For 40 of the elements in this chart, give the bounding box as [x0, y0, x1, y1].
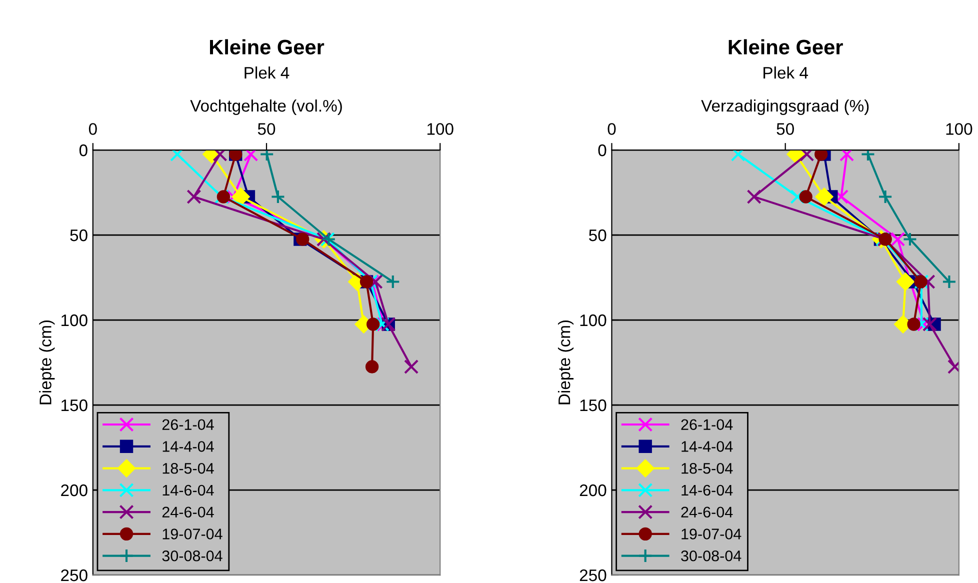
y-tick-label: 50 — [70, 229, 88, 242]
y-tick-label: 250 — [580, 569, 606, 582]
legend-label: 19-07-04 — [162, 528, 222, 540]
y-axis-title: Diepte (cm) — [558, 320, 574, 404]
x-axis-title: Vochtgehalte (vol.%) — [190, 99, 342, 116]
legend-label: 24-6-04 — [681, 506, 733, 518]
x-tick-label: 100 — [427, 123, 454, 135]
chart-subtitle: Plek 4 — [244, 66, 290, 79]
x-tick-label: 0 — [608, 123, 616, 135]
legend-label: 18-5-04 — [682, 462, 733, 474]
legend-label: 14-4-04 — [682, 441, 733, 452]
x-tick-label: 50 — [776, 123, 794, 135]
legend-label: 24-6-04 — [162, 506, 214, 518]
y-tick-label: 150 — [580, 399, 606, 412]
chart-title: Kleine Geer — [210, 39, 324, 55]
legend-label: 14-6-04 — [682, 484, 733, 496]
y-tick-label: 0 — [79, 144, 88, 156]
legend-label: 14-6-04 — [162, 484, 214, 496]
x-tick-label: 100 — [946, 123, 972, 135]
chart-subtitle: Plek 4 — [764, 66, 808, 79]
legend-label: 19-07-04 — [682, 528, 742, 540]
legend-label: 26-1-04 — [162, 419, 214, 430]
y-tick-label: 200 — [61, 484, 88, 496]
y-tick-label: 200 — [580, 484, 606, 496]
y-tick-label: 100 — [580, 314, 606, 326]
x-tick-label: 0 — [88, 123, 97, 135]
y-tick-label: 100 — [62, 314, 88, 326]
legend-label: 30-08-04 — [681, 550, 742, 562]
legend-label: 18-5-04 — [162, 462, 214, 474]
y-tick-label: 150 — [62, 399, 88, 412]
y-axis-title: Diepte (cm) — [39, 320, 55, 404]
y-tick-label: 0 — [598, 144, 606, 156]
chart-title: Kleine Geer — [728, 39, 843, 55]
legend-label: 14-4-04 — [162, 441, 214, 452]
x-axis-title: Verzadigingsgraad (%) — [701, 99, 869, 116]
legend-label: 30-08-04 — [162, 550, 222, 562]
y-tick-label: 50 — [589, 229, 606, 242]
legend-label: 26-1-04 — [681, 419, 733, 430]
y-tick-label: 250 — [61, 569, 88, 582]
x-tick-label: 50 — [258, 123, 276, 135]
